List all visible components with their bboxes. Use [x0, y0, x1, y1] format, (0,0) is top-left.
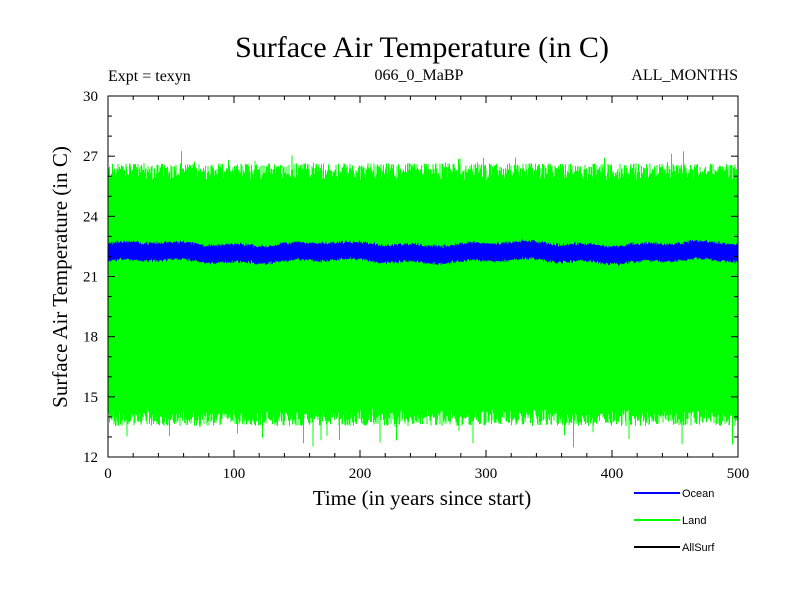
subtitle-left: Expt = texyn	[108, 68, 191, 85]
x-tick-label: 400	[601, 466, 624, 482]
x-tick-label: 0	[104, 466, 112, 482]
legend-label-allsurf: AllSurf	[682, 542, 715, 554]
y-tick-label: 27	[83, 149, 99, 165]
x-tick-label: 100	[223, 466, 246, 482]
legend-item-allsurf: AllSurf	[634, 542, 715, 554]
y-axis-label: Surface Air Temperature (in C)	[48, 146, 72, 408]
x-axis-label: Time (in years since start)	[313, 486, 532, 510]
legend: Ocean Land AllSurf	[634, 488, 715, 554]
y-tick-label: 18	[83, 330, 98, 346]
chart-title: Surface Air Temperature (in C)	[235, 31, 609, 64]
subtitle-center: 066_0_MaBP	[375, 67, 464, 84]
legend-item-ocean: Ocean	[634, 488, 714, 500]
series-land-line	[107, 151, 739, 448]
y-tick-label: 15	[83, 390, 98, 406]
x-tick-label: 200	[349, 466, 372, 482]
y-tick-label: 30	[83, 89, 98, 105]
x-axis: 0 100 200 300 400 500	[104, 96, 749, 482]
x-tick-label: 500	[727, 466, 750, 482]
subtitle-right: ALL_MONTHS	[631, 67, 738, 84]
x-tick-label: 300	[475, 466, 498, 482]
y-tick-label: 24	[83, 209, 99, 225]
legend-label-land: Land	[682, 515, 706, 527]
legend-label-ocean: Ocean	[682, 488, 714, 500]
y-tick-label: 12	[83, 450, 98, 466]
y-tick-label: 21	[83, 270, 98, 286]
legend-item-land: Land	[634, 515, 706, 527]
y-axis: 12 15 18 21 24 27 30	[83, 89, 738, 466]
series-layer	[107, 151, 739, 448]
